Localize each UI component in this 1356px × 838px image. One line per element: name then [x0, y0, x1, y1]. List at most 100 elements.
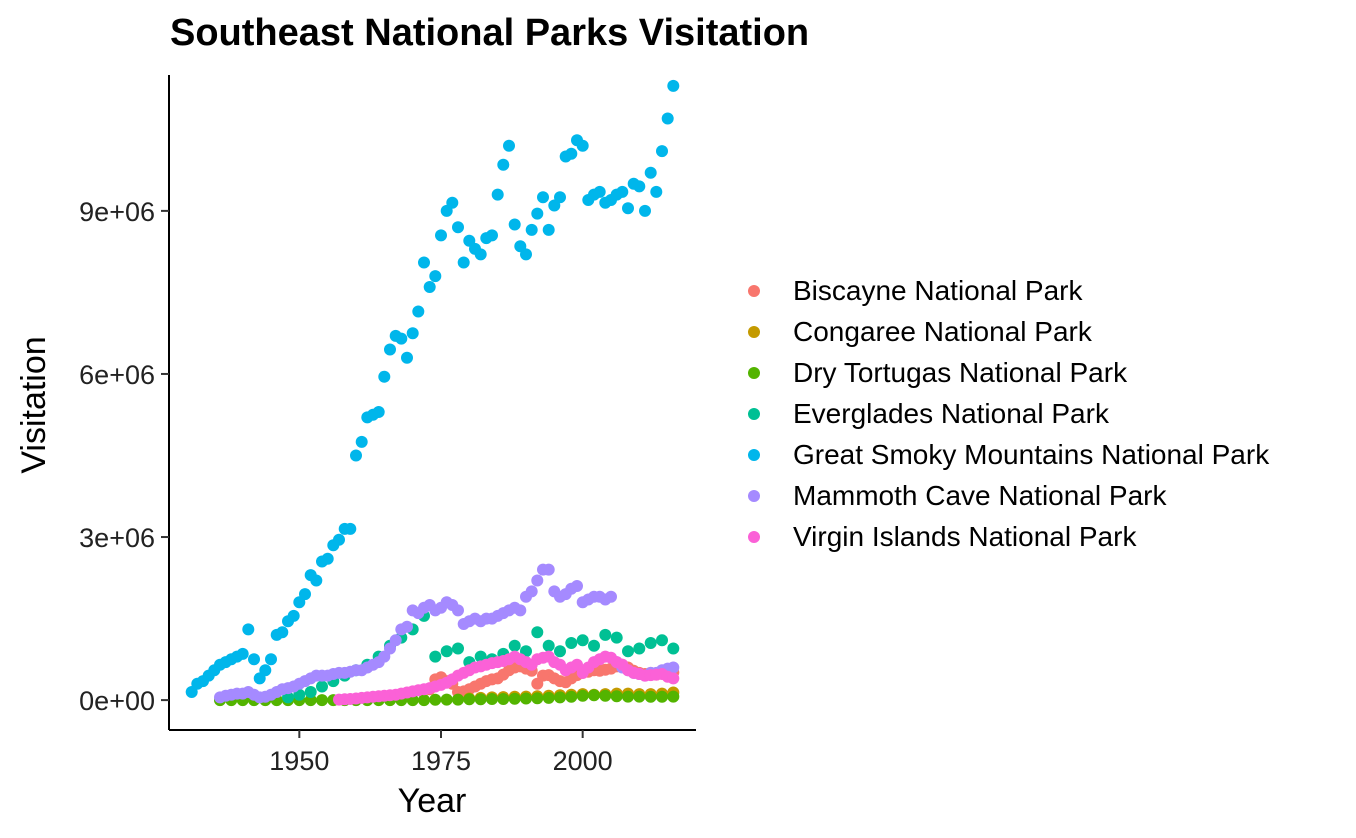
data-point [520, 248, 532, 261]
data-point [236, 647, 249, 660]
y-tick-label: 0e+00 [79, 686, 155, 716]
data-point [514, 604, 527, 617]
legend-item: Everglades National Park [740, 393, 1269, 434]
data-point [520, 692, 532, 705]
data-point [525, 223, 538, 236]
data-point [656, 145, 668, 158]
legend-item: Great Smoky Mountains National Park [740, 434, 1269, 475]
data-point [418, 256, 430, 269]
y-axis-label: Visitation [15, 336, 53, 473]
data-point [565, 637, 578, 649]
data-point [452, 604, 464, 617]
y-axis-ticks: 0e+00 3e+06 6e+06 9e+06 [79, 197, 169, 716]
data-point [565, 690, 578, 703]
data-point [644, 690, 657, 703]
data-point [452, 642, 464, 655]
data-point [412, 305, 425, 318]
legend-item: Mammoth Cave National Park [740, 475, 1269, 516]
data-point [463, 693, 476, 706]
data-point [599, 689, 612, 702]
data-point [622, 202, 634, 215]
data-point [531, 574, 544, 587]
x-tick-label: 1975 [411, 746, 471, 776]
data-point [259, 664, 272, 677]
data-point [542, 563, 555, 576]
y-tick-label: 6e+06 [79, 360, 155, 390]
data-point [508, 218, 521, 231]
data-point [491, 188, 504, 201]
data-point [508, 639, 521, 652]
data-point [537, 191, 549, 204]
legend-swatch [748, 366, 760, 379]
data-point [576, 634, 589, 647]
data-point [633, 180, 646, 193]
data-point [429, 693, 442, 706]
legend-label: Congaree National Park [793, 315, 1092, 347]
data-point [644, 637, 657, 649]
data-point [610, 690, 623, 703]
data-point [497, 693, 510, 705]
data-point [486, 693, 498, 705]
data-point [633, 690, 646, 703]
data-point [622, 690, 634, 703]
legend-swatch [748, 284, 760, 297]
data-point [667, 690, 680, 703]
x-tick-label: 2000 [553, 746, 613, 776]
legend-swatch [748, 325, 760, 338]
data-point [344, 522, 357, 535]
data-point [395, 332, 408, 345]
data-point [571, 580, 583, 592]
data-point [316, 694, 328, 707]
legend-item: Virgin Islands National Park [740, 516, 1269, 557]
data-point [599, 628, 612, 641]
data-point [497, 158, 510, 171]
x-axis-ticks: 1950 1975 2000 [269, 730, 613, 776]
data-point [542, 691, 555, 704]
legend-item: Dry Tortugas National Park [740, 352, 1269, 393]
legend-label: Dry Tortugas National Park [793, 356, 1128, 388]
data-point [321, 552, 334, 565]
data-point [265, 653, 277, 666]
data-point [304, 686, 317, 698]
legend-item: Biscayne National Park [740, 270, 1269, 311]
data-point [276, 626, 289, 639]
data-point [440, 693, 453, 706]
data-point [656, 690, 668, 703]
data-point [667, 661, 680, 674]
data-point [525, 585, 538, 598]
legend-label: Biscayne National Park [793, 274, 1083, 306]
data-point [378, 370, 391, 383]
data-point [542, 639, 555, 652]
legend-swatch [748, 448, 760, 461]
data-point [429, 650, 442, 663]
data-point [310, 574, 323, 587]
data-point [605, 590, 617, 603]
data-point [440, 645, 453, 658]
legend-label: Virgin Islands National Park [793, 520, 1137, 552]
data-point [622, 645, 634, 658]
data-point [508, 692, 521, 705]
data-point [616, 185, 629, 198]
x-axis-label: Year [398, 782, 467, 820]
data-point [667, 79, 680, 92]
data-point [554, 691, 566, 704]
data-point [644, 166, 657, 179]
data-point [372, 406, 385, 418]
data-point [248, 653, 260, 666]
chart-title: Southeast National Parks Visitation [170, 12, 810, 54]
legend-swatch [748, 530, 760, 543]
data-point [486, 229, 498, 242]
data-point [452, 221, 464, 234]
data-point [474, 248, 487, 261]
data-point [576, 139, 589, 152]
data-point [633, 642, 646, 655]
data-point [667, 642, 680, 655]
data-point [639, 204, 651, 217]
data-point [429, 270, 442, 283]
data-point [384, 343, 396, 356]
data-points [185, 79, 680, 707]
data-point [667, 672, 680, 685]
data-point [554, 191, 566, 204]
data-point [531, 207, 544, 220]
